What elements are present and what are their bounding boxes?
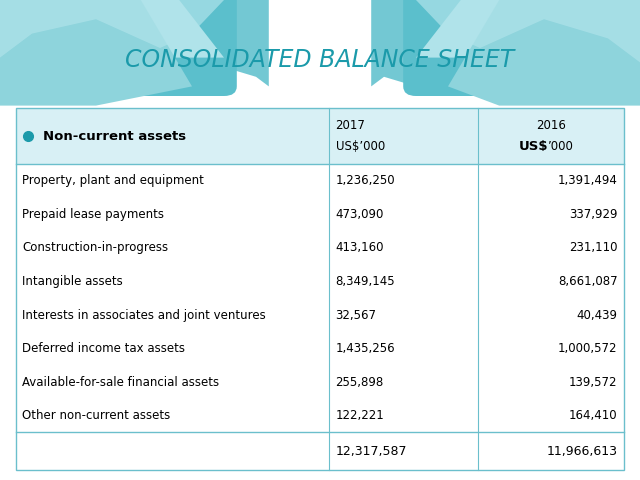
Text: Other non-current assets: Other non-current assets (22, 409, 171, 422)
Text: 32,567: 32,567 (335, 309, 376, 322)
Text: Deferred income tax assets: Deferred income tax assets (22, 342, 186, 355)
Text: CONSOLIDATED BALANCE SHEET: CONSOLIDATED BALANCE SHEET (125, 48, 515, 72)
Text: 231,110: 231,110 (569, 241, 618, 254)
Text: 164,410: 164,410 (569, 409, 618, 422)
Text: Non-current assets: Non-current assets (43, 130, 186, 143)
Text: 255,898: 255,898 (335, 375, 384, 389)
FancyBboxPatch shape (403, 0, 640, 96)
Text: 11,966,613: 11,966,613 (547, 445, 618, 458)
Text: Available-for-sale financial assets: Available-for-sale financial assets (22, 375, 220, 389)
Bar (16, 108, 624, 164)
Polygon shape (0, 0, 224, 58)
Text: 413,160: 413,160 (335, 241, 384, 254)
Bar (16, 108, 624, 470)
Polygon shape (0, 0, 192, 106)
Text: Construction-in-progress: Construction-in-progress (22, 241, 168, 254)
Polygon shape (448, 0, 640, 106)
Polygon shape (416, 0, 640, 58)
FancyBboxPatch shape (0, 0, 237, 96)
Polygon shape (0, 0, 224, 58)
Text: 2017: 2017 (335, 119, 365, 132)
Text: 139,572: 139,572 (569, 375, 618, 389)
Text: 8,349,145: 8,349,145 (335, 275, 395, 288)
Text: 8,661,087: 8,661,087 (558, 275, 618, 288)
Polygon shape (416, 0, 640, 62)
Text: US$’000: US$’000 (335, 140, 385, 153)
Text: 473,090: 473,090 (335, 208, 384, 221)
Text: Intangible assets: Intangible assets (22, 275, 123, 288)
Text: 12,317,587: 12,317,587 (335, 445, 407, 458)
Text: 1,000,572: 1,000,572 (558, 342, 618, 355)
Text: 1,236,250: 1,236,250 (335, 174, 395, 187)
Text: Property, plant and equipment: Property, plant and equipment (22, 174, 204, 187)
Text: 1,391,494: 1,391,494 (557, 174, 618, 187)
Text: 122,221: 122,221 (335, 409, 384, 422)
Text: 40,439: 40,439 (577, 309, 618, 322)
Text: Prepaid lease payments: Prepaid lease payments (22, 208, 164, 221)
Text: 337,929: 337,929 (569, 208, 618, 221)
Polygon shape (371, 0, 640, 96)
Text: US$: US$ (518, 140, 548, 153)
Text: 2016: 2016 (536, 119, 566, 132)
Text: ’000: ’000 (548, 140, 573, 153)
Polygon shape (0, 0, 269, 96)
Text: 1,435,256: 1,435,256 (335, 342, 395, 355)
Text: Interests in associates and joint ventures: Interests in associates and joint ventur… (22, 309, 266, 322)
